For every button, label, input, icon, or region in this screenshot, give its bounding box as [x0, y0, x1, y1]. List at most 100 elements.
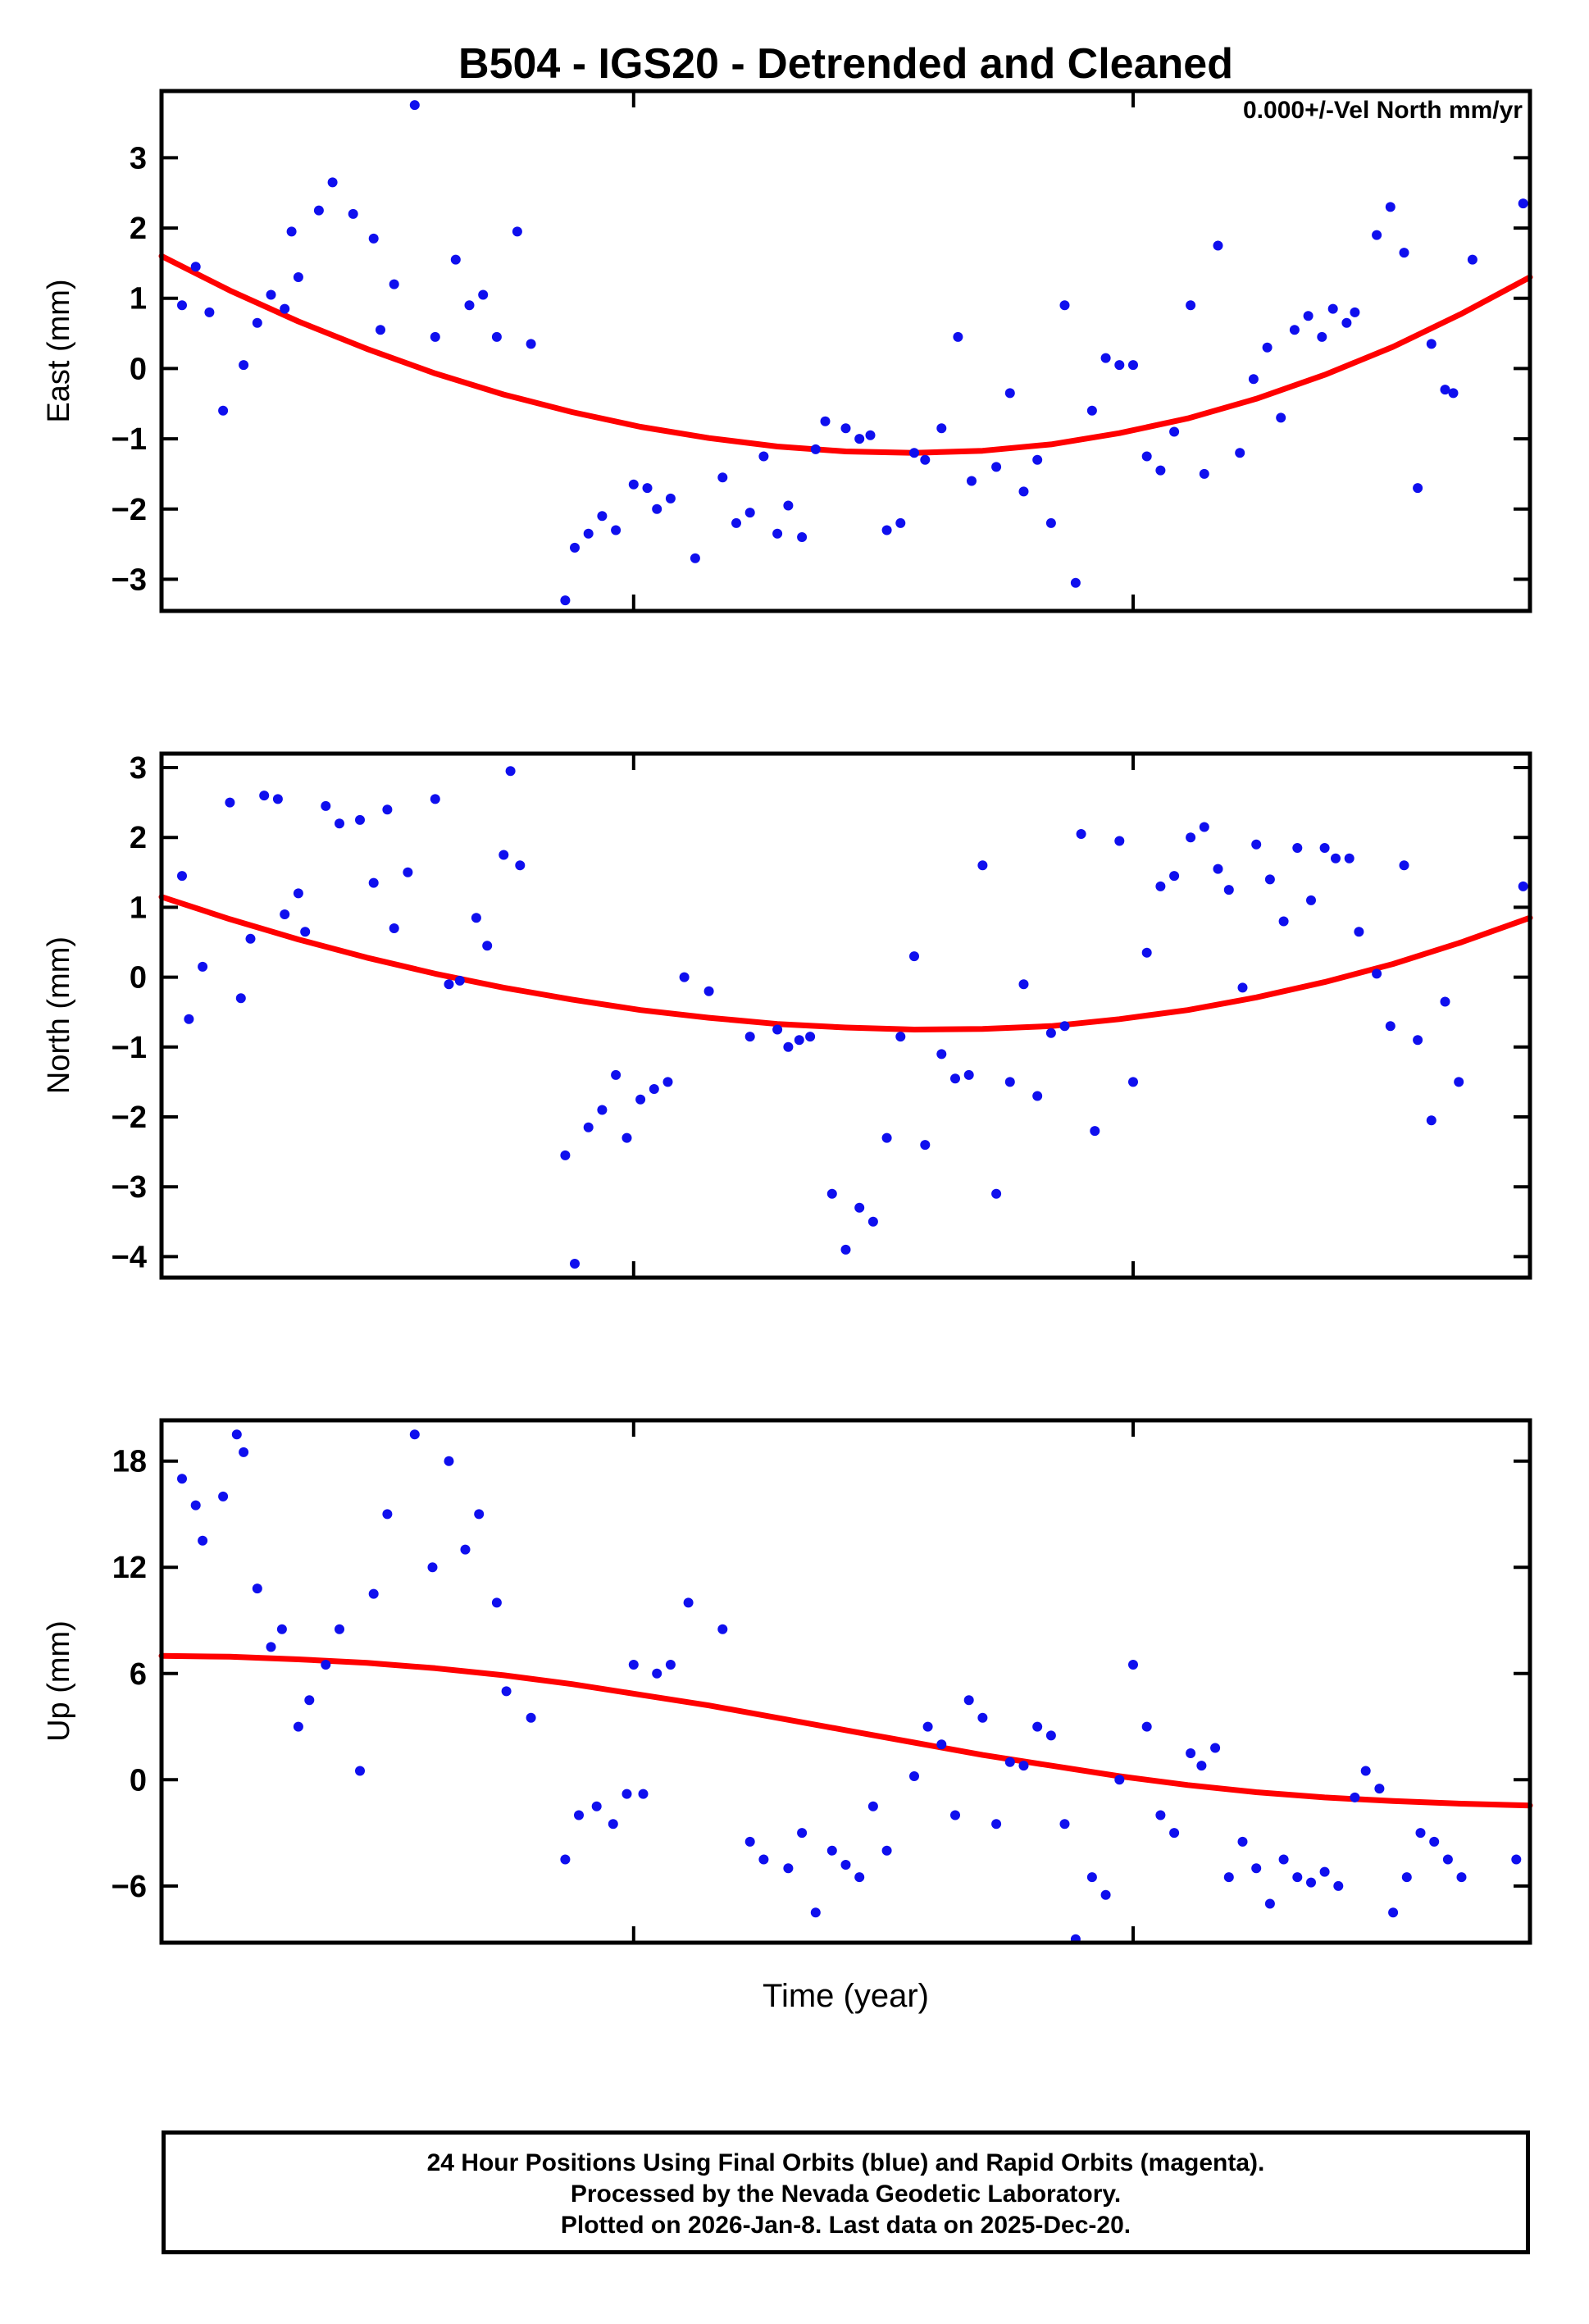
up-data-point	[427, 1562, 438, 1573]
y-tick-label: 3	[130, 751, 147, 786]
north-data-point	[854, 1202, 865, 1213]
up-data-point	[1018, 1761, 1029, 1771]
east-data-point	[1004, 388, 1015, 399]
north-data-point	[515, 860, 526, 871]
east-data-point	[1199, 468, 1209, 479]
north-data-point	[382, 804, 393, 815]
up-data-point	[1319, 1866, 1330, 1877]
east-data-point	[717, 472, 728, 483]
east-data-point	[1262, 342, 1273, 353]
north-data-point	[703, 986, 714, 996]
east-data-point	[1426, 339, 1436, 349]
up-data-point	[1237, 1836, 1248, 1847]
up-axis-frame	[159, 1418, 1532, 1945]
east-data-point	[665, 493, 676, 504]
north-data-point	[1440, 996, 1450, 1007]
east-data-point	[218, 405, 229, 416]
north-data-point	[403, 867, 413, 877]
east-data-point	[967, 476, 977, 486]
up-data-point	[444, 1456, 454, 1466]
north-data-point	[1518, 881, 1528, 891]
north-data-point	[1319, 843, 1330, 853]
east-data-point	[1248, 374, 1259, 385]
east-data-point	[1448, 388, 1459, 399]
up-data-point	[608, 1819, 618, 1830]
east-data-point	[895, 517, 906, 528]
up-data-point	[474, 1509, 485, 1520]
y-tick-label: 18	[112, 1445, 147, 1479]
north-data-point	[245, 933, 256, 944]
east-data-point	[783, 500, 794, 511]
up-data-point	[810, 1907, 821, 1918]
east-data-point	[1317, 331, 1327, 342]
y-tick-label: 1	[130, 891, 147, 925]
north-data-point	[826, 1188, 837, 1199]
east-data-point	[1276, 412, 1286, 423]
north-data-point	[920, 1140, 931, 1151]
y-tick-label: 3	[130, 141, 147, 175]
north-data-point	[272, 794, 283, 804]
north-data-point	[936, 1049, 947, 1059]
east-data-point	[1128, 360, 1138, 371]
y-tick-label: −3	[112, 1170, 147, 1205]
up-data-point	[909, 1771, 919, 1781]
east-data-point	[583, 528, 594, 539]
east-data-point	[909, 448, 919, 458]
up-data-point	[1155, 1810, 1166, 1820]
y-tick-label: 0	[130, 352, 147, 386]
y-tick-label: −6	[112, 1870, 147, 1904]
east-data-point	[1059, 300, 1070, 311]
y-tick-label: 2	[130, 212, 147, 246]
east-data-point	[744, 508, 755, 518]
east-data-point	[1385, 202, 1395, 212]
east-data-point	[690, 553, 700, 563]
north-data-point	[1114, 836, 1125, 846]
north-data-point	[1076, 829, 1086, 839]
north-data-point	[991, 1188, 1002, 1199]
north-fit-curve	[158, 894, 1533, 1032]
north-data-point	[1032, 1091, 1043, 1101]
east-data-point	[820, 416, 831, 426]
east-data-point	[731, 517, 741, 528]
north-data-point	[1264, 874, 1275, 885]
east-data-point	[1341, 317, 1352, 328]
up-data-point	[1100, 1889, 1111, 1900]
east-data-point	[560, 595, 571, 606]
north-axis-frame	[159, 751, 1532, 1280]
north-data-point	[649, 1084, 659, 1094]
north-data-point	[321, 800, 331, 811]
up-data-point	[304, 1695, 315, 1706]
up-data-point	[276, 1624, 287, 1634]
up-data-point	[335, 1624, 344, 1634]
north-data-point	[1278, 916, 1289, 927]
east-data-point	[1440, 385, 1450, 395]
north-data-point	[184, 1014, 194, 1024]
east-data-point	[1327, 303, 1338, 314]
north-data-point	[505, 766, 516, 777]
up-data-point	[501, 1686, 512, 1697]
up-data-point	[526, 1712, 536, 1723]
east-data-point	[1518, 198, 1528, 209]
north-data-point	[611, 1069, 621, 1080]
footer-line-3: Plotted on 2026-Jan-8. Last data on 2025…	[560, 2212, 1131, 2239]
y-tick-label: 6	[130, 1657, 147, 1692]
up-data-point	[218, 1491, 229, 1501]
north-data-point	[1045, 1028, 1056, 1038]
east-data-point	[430, 331, 440, 342]
north-data-point	[454, 975, 465, 986]
up-data-point	[177, 1474, 187, 1484]
up-data-point	[1004, 1757, 1015, 1767]
east-data-point	[772, 528, 783, 539]
east-data-point	[389, 279, 399, 289]
east-data-point	[327, 177, 338, 188]
footer-note-box: 24 Hour Positions Using Final Orbits (bl…	[162, 2130, 1530, 2254]
up-data-point	[574, 1810, 584, 1820]
up-data-point	[382, 1509, 393, 1520]
east-data-point	[1070, 577, 1081, 588]
up-data-point	[252, 1584, 262, 1594]
y-tick-label: −2	[112, 493, 147, 527]
north-data-point	[1331, 853, 1341, 864]
up-data-point	[355, 1766, 365, 1776]
up-data-point	[652, 1668, 662, 1679]
